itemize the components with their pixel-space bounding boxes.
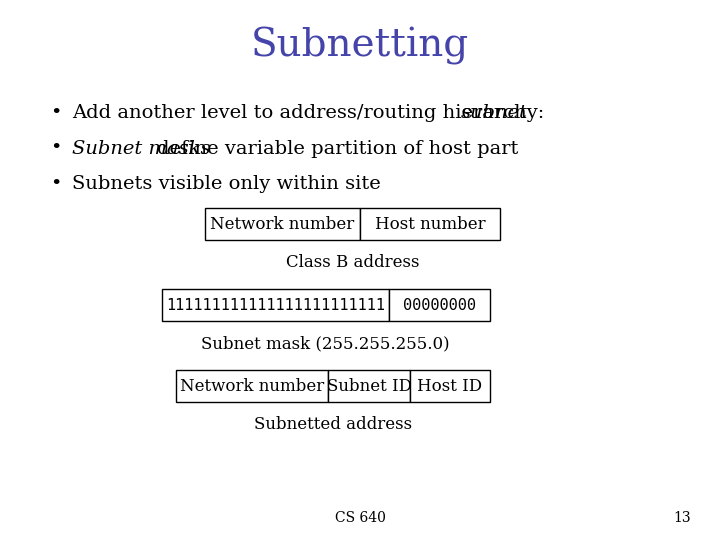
Text: define variable partition of host part: define variable partition of host part: [157, 139, 518, 158]
Text: Subnet masks: Subnet masks: [72, 139, 217, 158]
FancyBboxPatch shape: [162, 289, 389, 321]
Text: Host number: Host number: [375, 215, 485, 233]
Text: Subnet mask (255.255.255.0): Subnet mask (255.255.255.0): [202, 335, 450, 353]
Text: •: •: [50, 139, 62, 158]
Text: Host ID: Host ID: [418, 377, 482, 395]
Text: •: •: [50, 104, 62, 123]
Text: subnet: subnet: [461, 104, 528, 123]
Text: 00000000: 00000000: [402, 298, 476, 313]
Text: •: •: [50, 174, 62, 193]
Text: 111111111111111111111111: 111111111111111111111111: [166, 298, 385, 313]
FancyBboxPatch shape: [410, 370, 490, 402]
Text: Subnetted address: Subnetted address: [254, 416, 412, 434]
FancyBboxPatch shape: [328, 370, 410, 402]
Text: Subnetting: Subnetting: [251, 27, 469, 65]
FancyBboxPatch shape: [389, 289, 490, 321]
Text: Class B address: Class B address: [286, 254, 420, 272]
Text: 13: 13: [674, 511, 691, 525]
Text: Network number: Network number: [180, 377, 324, 395]
Text: Network number: Network number: [210, 215, 355, 233]
Text: Subnet ID: Subnet ID: [326, 377, 412, 395]
Text: Subnets visible only within site: Subnets visible only within site: [72, 174, 381, 193]
Text: CS 640: CS 640: [335, 511, 385, 525]
Text: Add another level to address/routing hierarchy:: Add another level to address/routing hie…: [72, 104, 551, 123]
FancyBboxPatch shape: [360, 208, 500, 240]
FancyBboxPatch shape: [205, 208, 360, 240]
FancyBboxPatch shape: [176, 370, 328, 402]
